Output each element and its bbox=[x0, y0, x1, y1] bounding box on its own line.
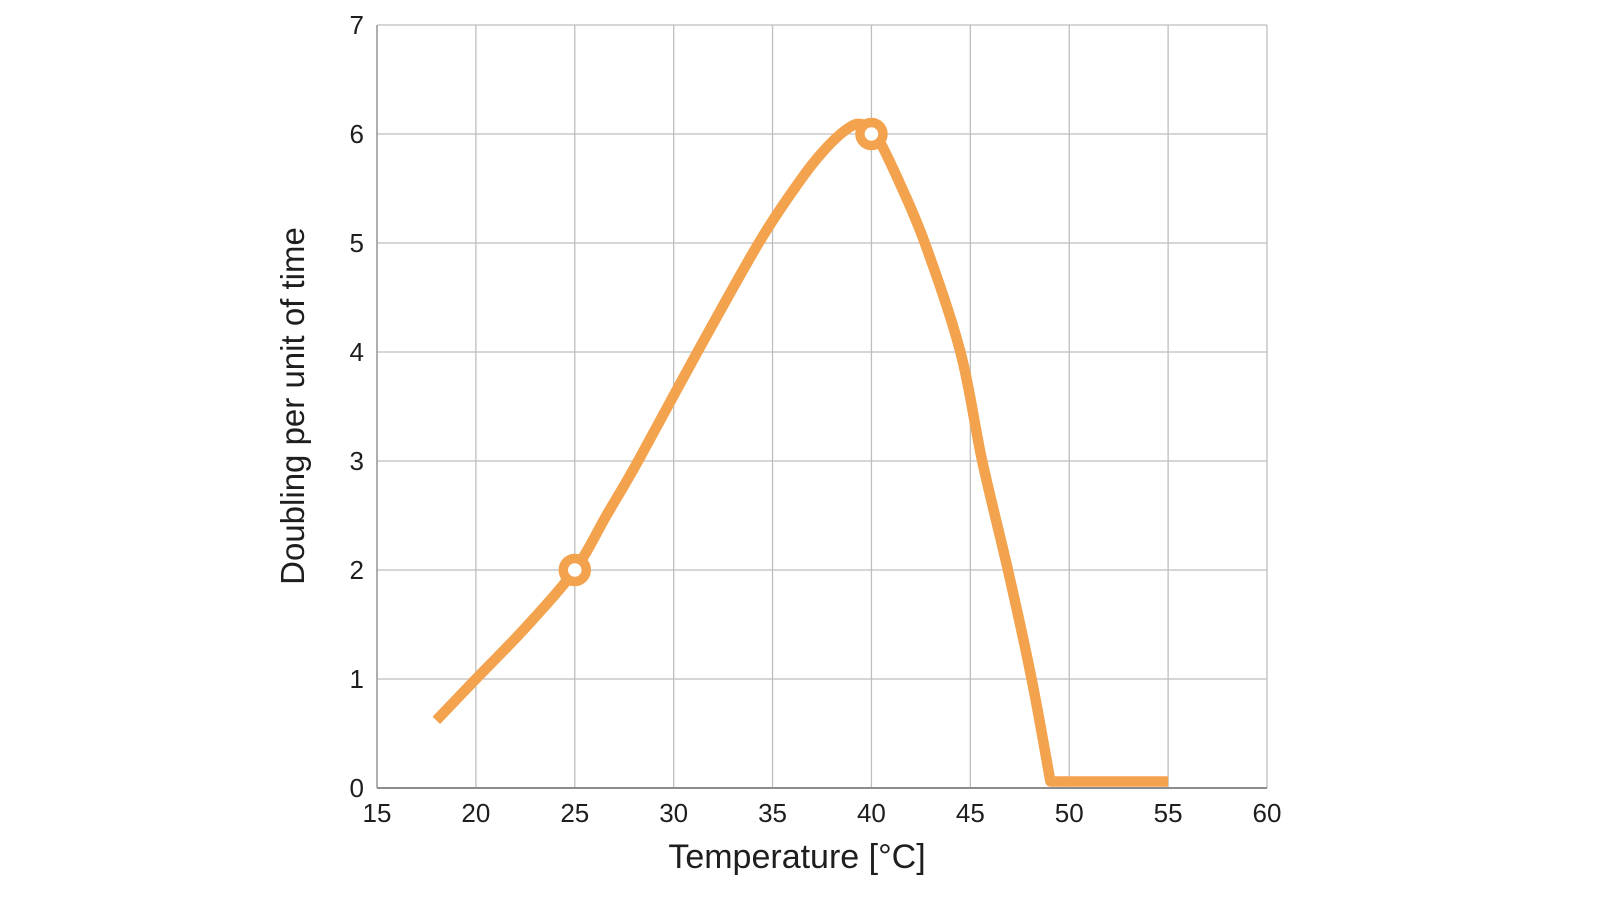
y-tick-label: 2 bbox=[350, 555, 364, 585]
y-tick-label: 3 bbox=[350, 446, 364, 476]
x-tick-label: 60 bbox=[1253, 798, 1282, 828]
y-tick-label: 6 bbox=[350, 119, 364, 149]
x-tick-label: 55 bbox=[1154, 798, 1183, 828]
y-tick-label: 4 bbox=[350, 337, 364, 367]
data-point-marker bbox=[558, 553, 592, 587]
y-axis-title: Doubling per unit of time bbox=[274, 227, 311, 585]
y-tick-label: 7 bbox=[350, 10, 364, 40]
x-tick-label: 35 bbox=[758, 798, 787, 828]
x-tick-label: 25 bbox=[560, 798, 589, 828]
x-axis-title: Temperature [°C] bbox=[668, 838, 926, 876]
x-tick-label: 30 bbox=[659, 798, 688, 828]
y-tick-label: 5 bbox=[350, 228, 364, 258]
x-tick-label: 15 bbox=[363, 798, 392, 828]
data-curve bbox=[432, 118, 1169, 787]
y-tick-label: 0 bbox=[350, 773, 364, 803]
x-tick-label: 50 bbox=[1055, 798, 1084, 828]
x-tick-label: 20 bbox=[461, 798, 490, 828]
x-tick-label: 45 bbox=[956, 798, 985, 828]
x-tick-label: 40 bbox=[857, 798, 886, 828]
y-tick-label: 1 bbox=[350, 664, 364, 694]
data-point-marker bbox=[855, 117, 888, 151]
